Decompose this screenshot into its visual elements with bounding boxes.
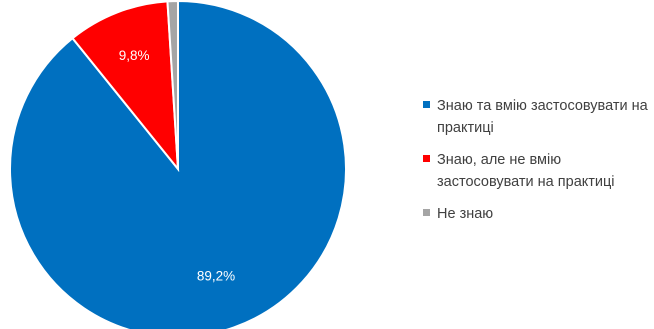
data-label-know-and-can-apply: 89,2% [197,268,235,283]
legend-item-know-and-can-apply: Знаю та вмію застосовувати на практиці [423,95,653,139]
pie-slice-know-and-can-apply [9,0,347,329]
legend-item-do-not-know: Не знаю [423,203,653,225]
data-label-know-but-cannot-apply: 9,8% [119,48,150,63]
legend-swatch-know-and-can-apply [423,101,430,108]
pie-slices [9,0,347,329]
legend-label-know-but-cannot-apply: Знаю, але не вмію застосовувати на практ… [437,152,615,190]
pie-data-labels: 89,2% 9,8% [119,48,235,283]
legend-label-know-and-can-apply: Знаю та вмію застосовувати на практиці [437,98,648,136]
legend-swatch-know-but-cannot-apply [423,155,430,162]
legend-label-do-not-know: Не знаю [437,206,494,222]
pie-slice-do-not-know [166,0,179,170]
legend-item-know-but-cannot-apply: Знаю, але не вмію застосовувати на практ… [423,149,653,193]
legend-swatch-do-not-know [423,209,430,216]
pie-slice-know-but-cannot-apply [71,0,180,173]
